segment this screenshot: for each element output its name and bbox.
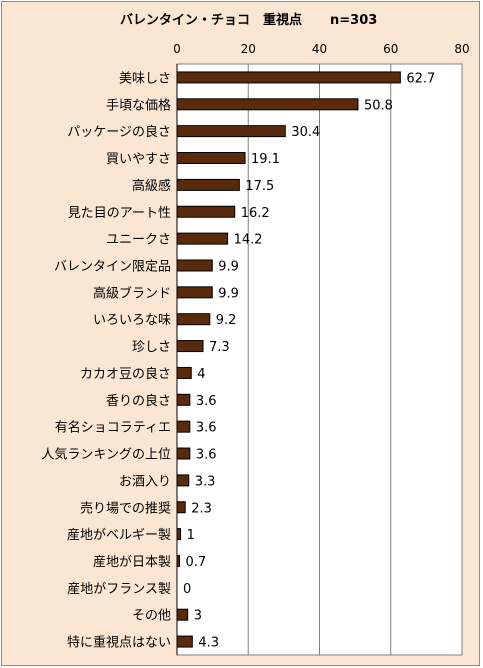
bar (176, 286, 213, 299)
chart-title: バレンタイン・チョコ 重視点 (120, 12, 302, 28)
value-label: 50.8 (364, 98, 393, 113)
category-label: ユニークさ (106, 233, 171, 248)
value-label: 0 (183, 582, 191, 597)
category-label: 産地が日本製 (93, 554, 171, 570)
bar (176, 554, 180, 567)
value-label: 3.6 (196, 394, 217, 409)
value-label: 9.9 (218, 286, 239, 301)
bar (176, 474, 190, 487)
category-label: 人気ランキングの上位 (41, 447, 171, 463)
bar (176, 528, 182, 541)
category-label: 高級ブランド (93, 285, 171, 301)
bar (176, 608, 189, 621)
category-label: 珍しさ (132, 340, 171, 355)
bar (176, 366, 192, 379)
category-label: バレンタイン限定品 (54, 259, 171, 274)
category-label: 特に重視点はない (67, 635, 171, 651)
value-label: 9.9 (218, 259, 239, 274)
category-label: 売り場での推奨 (80, 500, 171, 516)
value-label: 4 (197, 367, 205, 382)
x-tick-label: 40 (312, 42, 327, 56)
bar (176, 178, 240, 191)
bar (176, 152, 246, 165)
value-label: 0.7 (185, 555, 206, 570)
value-label: 14.2 (234, 233, 263, 248)
value-label: 9.2 (216, 313, 237, 328)
category-label: お酒入り (119, 474, 171, 489)
value-label: 3 (194, 609, 202, 624)
bar (176, 447, 191, 460)
bar (176, 205, 236, 218)
category-label: その他 (132, 609, 171, 624)
bar (176, 393, 191, 406)
x-tick-label: 60 (383, 42, 398, 56)
value-label: 3.6 (196, 448, 217, 463)
category-label: 高級感 (132, 178, 171, 194)
value-label: 62.7 (406, 71, 435, 86)
sample-size: n=303 (330, 13, 377, 28)
category-label: パッケージの良さ (67, 124, 171, 140)
category-label: 産地がフランス製 (67, 581, 171, 597)
bar (176, 71, 401, 84)
value-label: 7.3 (209, 340, 230, 355)
value-label: 16.2 (241, 206, 270, 221)
value-label: 17.5 (245, 179, 274, 194)
bar (176, 98, 359, 111)
category-label: 香りの良さ (106, 393, 171, 409)
plot-area (176, 63, 463, 656)
bar (176, 501, 186, 514)
category-label: 美味しさ (119, 71, 171, 86)
category-label: カカオ豆の良さ (80, 366, 171, 382)
bar (176, 232, 229, 245)
bar (176, 259, 213, 272)
x-tick-label: 80 (454, 42, 469, 56)
value-label: 30.4 (291, 125, 320, 140)
value-label: 19.1 (251, 152, 280, 167)
value-label: 1 (187, 528, 195, 543)
category-label: 買いやすさ (106, 152, 171, 167)
value-label: 3.3 (195, 474, 216, 489)
category-label: 有名ショコラティエ (55, 420, 171, 436)
x-tick-label: 20 (241, 42, 256, 56)
value-label: 4.3 (198, 636, 219, 651)
bar (176, 420, 191, 433)
value-label: 2.3 (191, 501, 212, 516)
bar (176, 313, 211, 326)
value-label: 3.6 (196, 421, 217, 436)
bar (176, 340, 204, 353)
bar (176, 125, 286, 138)
bar (176, 635, 193, 648)
category-label: 見た目のアート性 (68, 206, 171, 221)
category-label: 産地がベルギー製 (67, 527, 171, 543)
category-label: いろいろな味 (93, 313, 171, 328)
category-label: 手頃な価格 (106, 97, 171, 113)
x-tick-label: 0 (173, 42, 181, 56)
